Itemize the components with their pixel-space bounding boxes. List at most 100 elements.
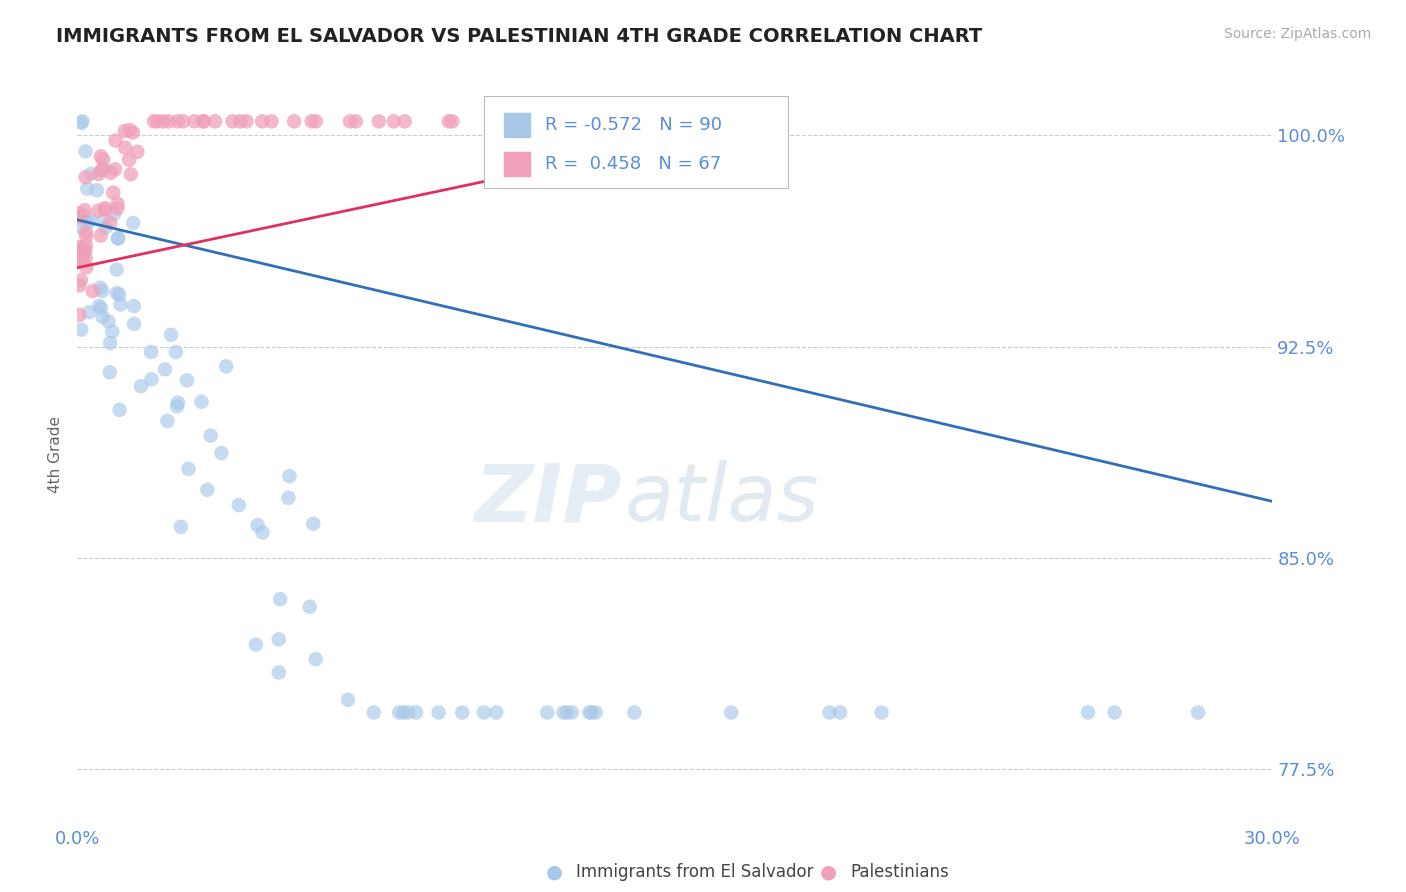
Point: [229, 114, 252, 128]
Point: [581, 706, 603, 720]
Point: [245, 638, 267, 652]
Point: [67, 240, 90, 254]
Point: [73, 209, 96, 223]
Point: [252, 525, 274, 540]
Point: [228, 498, 250, 512]
Point: [107, 231, 129, 245]
Point: [72, 114, 94, 128]
Point: [127, 145, 149, 159]
Point: [75, 145, 97, 159]
Text: Palestinians: Palestinians: [851, 863, 949, 881]
Point: [277, 491, 299, 505]
Point: [70, 252, 93, 267]
Point: [69, 211, 91, 225]
Point: [91, 153, 114, 167]
Point: [152, 114, 174, 128]
Point: [283, 114, 305, 128]
Point: [1104, 706, 1126, 720]
Point: [75, 238, 97, 252]
Point: [93, 212, 115, 227]
Point: [121, 126, 143, 140]
Point: [235, 114, 257, 128]
Point: [79, 213, 101, 227]
Point: [91, 310, 114, 324]
Point: [472, 706, 495, 720]
Point: [89, 281, 111, 295]
Point: [278, 469, 301, 483]
Point: [160, 327, 183, 342]
Point: [339, 114, 361, 128]
Point: [382, 114, 405, 128]
Point: [561, 706, 583, 720]
Point: [830, 706, 852, 720]
Point: [200, 428, 222, 442]
Point: [107, 196, 129, 211]
Text: Source: ZipAtlas.com: Source: ZipAtlas.com: [1223, 27, 1371, 41]
Text: ZIP: ZIP: [474, 460, 621, 539]
Point: [90, 228, 112, 243]
Point: [260, 114, 283, 128]
Point: [344, 114, 367, 128]
Point: [209, 446, 232, 460]
Point: [302, 516, 325, 531]
Point: [86, 183, 108, 197]
Point: [75, 170, 97, 185]
Point: [305, 652, 328, 666]
Point: [536, 706, 558, 720]
Point: [166, 114, 188, 128]
Point: [157, 114, 180, 128]
Point: [118, 153, 141, 167]
Point: [585, 706, 607, 720]
Point: [75, 244, 97, 258]
Point: [129, 379, 152, 393]
FancyBboxPatch shape: [503, 113, 530, 136]
Point: [818, 706, 841, 720]
Point: [143, 114, 166, 128]
Point: [120, 167, 142, 181]
Point: [146, 114, 169, 128]
Point: [1187, 706, 1209, 720]
Point: [94, 201, 117, 215]
Point: [252, 114, 274, 128]
Point: [190, 394, 212, 409]
Point: [177, 462, 200, 476]
Text: R = -0.572   N = 90: R = -0.572 N = 90: [544, 116, 721, 134]
Point: [105, 286, 128, 301]
Point: [73, 203, 96, 218]
Point: [221, 114, 243, 128]
Point: [337, 692, 360, 706]
Point: [97, 314, 120, 328]
Point: [553, 706, 575, 720]
Point: [90, 162, 112, 177]
Text: IMMIGRANTS FROM EL SALVADOR VS PALESTINIAN 4TH GRADE CORRELATION CHART: IMMIGRANTS FROM EL SALVADOR VS PALESTINI…: [56, 27, 983, 45]
Point: [75, 229, 97, 244]
Point: [70, 323, 93, 337]
Point: [72, 249, 94, 263]
Point: [437, 114, 460, 128]
FancyBboxPatch shape: [503, 153, 530, 176]
Point: [246, 518, 269, 533]
Point: [67, 252, 90, 267]
Point: [90, 301, 112, 316]
Point: [139, 345, 162, 359]
Text: ●: ●: [820, 863, 837, 882]
Point: [70, 240, 93, 254]
Point: [451, 706, 474, 720]
Point: [94, 202, 117, 217]
Point: [101, 325, 124, 339]
Point: [485, 706, 508, 720]
Point: [193, 114, 215, 128]
Point: [578, 706, 600, 720]
Point: [427, 706, 450, 720]
Point: [172, 114, 194, 128]
Y-axis label: 4th Grade: 4th Grade: [48, 417, 63, 493]
Point: [72, 244, 94, 258]
Point: [394, 114, 416, 128]
Point: [363, 706, 385, 720]
FancyBboxPatch shape: [484, 95, 789, 188]
Point: [870, 706, 893, 720]
Point: [165, 345, 187, 359]
Point: [75, 260, 97, 275]
Point: [405, 706, 427, 720]
Point: [720, 706, 742, 720]
